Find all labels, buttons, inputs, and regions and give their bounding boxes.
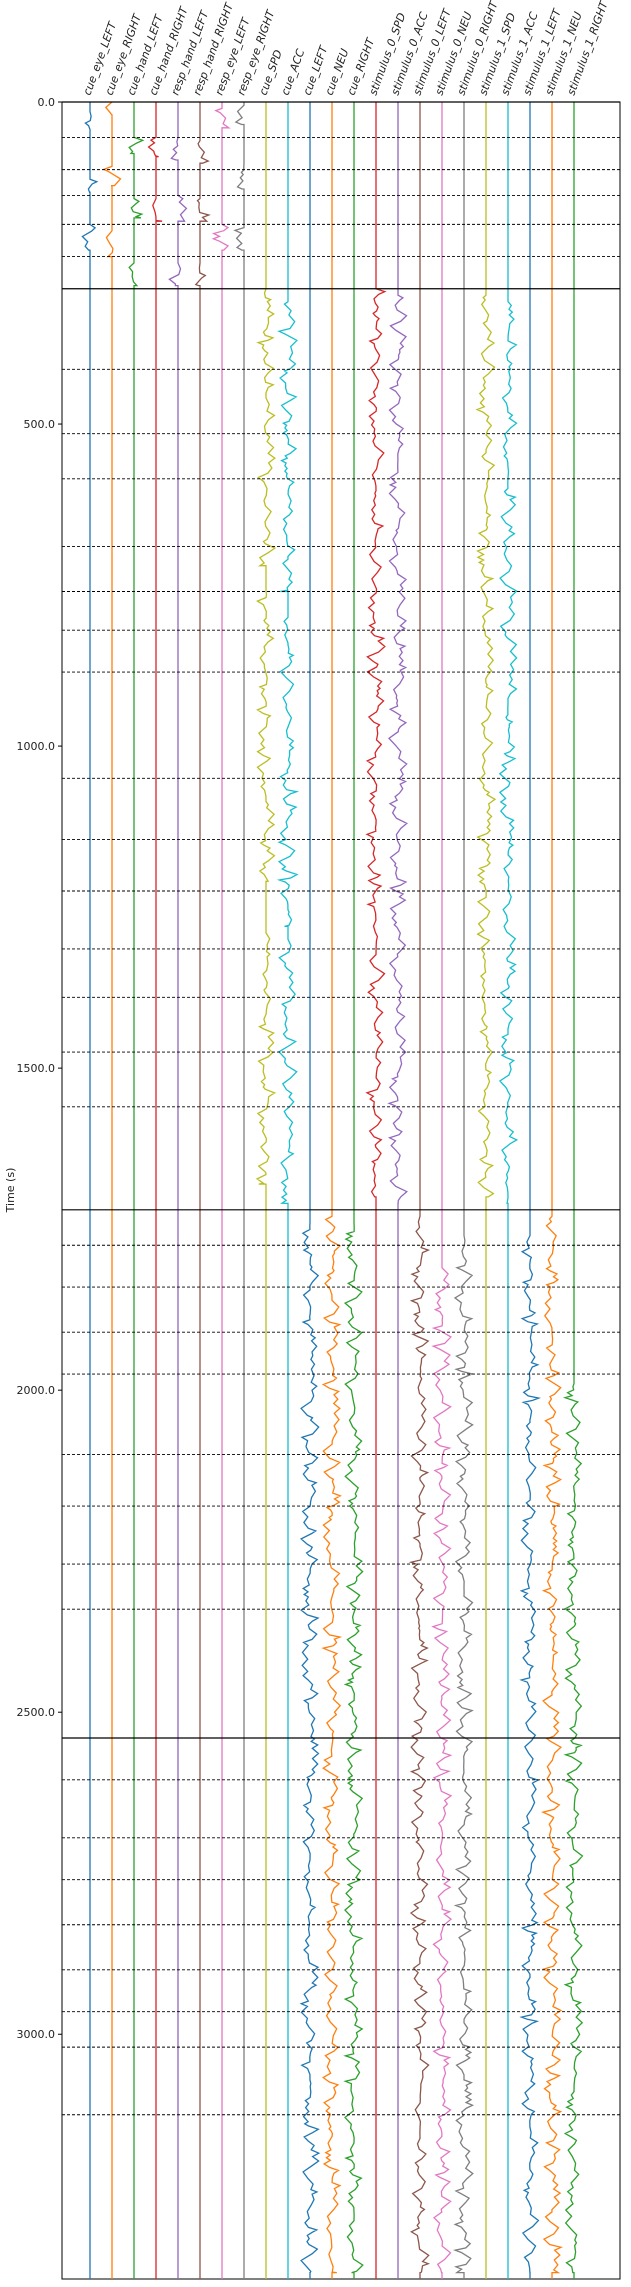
trial-boundaries: [62, 101, 620, 2116]
channel-trace: [321, 102, 343, 2279]
channel-trace: [452, 102, 475, 2279]
channel-trace: [211, 102, 231, 2279]
channel-trace: [541, 102, 563, 2279]
y-axis-label: Time (s): [4, 1168, 17, 1214]
channel-trace: [255, 102, 277, 2279]
channel-trace: [128, 102, 145, 2279]
channel-traces: [81, 101, 584, 2279]
channel-trace: [147, 102, 163, 2279]
channel-trace: [343, 102, 364, 2279]
channel-trace: [194, 102, 211, 2279]
y-tick-label: 0.0: [38, 96, 56, 109]
channel-trace: [276, 102, 300, 2279]
channel-trace: [365, 102, 387, 2279]
y-tick-label: 2500.0: [17, 1706, 56, 1719]
y-tick-label: 2000.0: [17, 1384, 56, 1397]
channel-trace: [475, 102, 497, 2279]
channel-trace: [81, 102, 99, 2279]
channel-trace: [498, 102, 519, 2279]
channel-labels: cue_eye_LEFTcue_eye_RIGHTcue_hand_LEFTcu…: [81, 0, 611, 97]
channel-trace: [431, 102, 453, 2279]
y-tick-label: 3000.0: [17, 2028, 56, 2041]
channel-trace: [168, 102, 188, 2279]
channel-trace: [299, 102, 321, 2279]
y-axis: 0.0 500.0 1000.0 1500.0 2000.0 2500.0 3000.0: [17, 96, 62, 2041]
y-tick-label: 500.0: [24, 418, 56, 431]
y-tick-label: 1500.0: [17, 1062, 56, 1075]
y-tick-label: 1000.0: [17, 740, 56, 753]
channel-trace: [408, 102, 431, 2279]
plot-area: [61, 101, 621, 2280]
channel-trace: [562, 102, 584, 2279]
channel-trace: [233, 102, 245, 2279]
channel-trace: [387, 102, 408, 2279]
channel-trace: [102, 101, 122, 2279]
